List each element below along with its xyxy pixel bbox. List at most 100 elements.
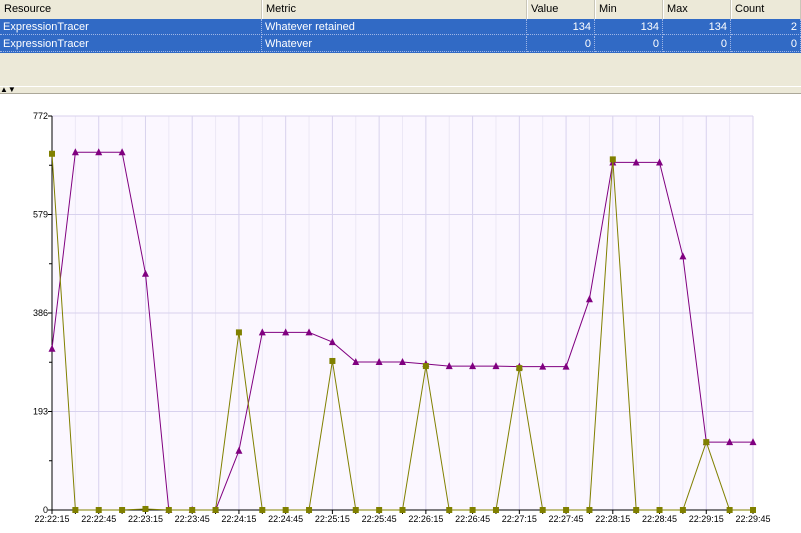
data-point-square [399,507,406,513]
y-tick-label: 193 [33,407,48,417]
splitter-arrows-icon[interactable]: ▲▼ [0,85,16,94]
x-tick-label: 22:24:45 [268,514,303,524]
panel-splitter[interactable] [0,86,801,94]
data-point-square [516,365,523,372]
data-point-square [165,507,172,513]
cell-value: 0 [527,36,595,52]
data-point-square [679,507,686,513]
data-point-triangle [749,438,757,446]
x-tick-label: 22:25:45 [362,514,397,524]
data-point-triangle [585,295,593,303]
metrics-line-chart: 772 579 386 193 022:22:15 22:22:45 22:23:15 22:… [33,111,771,524]
data-point-square [633,507,640,513]
table-row[interactable]: ExpressionTracer Whatever retained 134 1… [0,19,801,36]
data-point-triangle [562,362,570,370]
data-point-triangle [399,357,406,365]
x-tick-label: 22:25:15 [315,514,350,524]
data-point-triangle [305,328,313,336]
table-header: Resource Metric Value Min Max Count [0,0,801,20]
data-point-triangle [375,357,383,365]
data-point-triangle [118,148,126,156]
data-point-square [72,507,79,513]
data-point-square [656,507,663,513]
data-point-square [563,507,570,513]
cell-min: 0 [595,36,663,52]
data-point-square [306,507,313,513]
data-point-triangle [679,252,687,260]
data-point-triangle [282,328,290,336]
x-tick-label: 22:28:15 [595,514,630,524]
data-point-square [352,507,359,513]
data-point-triangle [656,158,664,166]
data-point-triangle [492,362,500,370]
data-point-triangle [352,357,360,365]
data-point-square [703,439,710,446]
column-header-max[interactable]: Max [663,0,732,19]
column-header-value[interactable]: Value [527,0,596,19]
data-point-triangle [258,328,266,336]
cell-metric: Whatever [262,36,527,52]
column-header-count[interactable]: Count [731,0,801,19]
data-point-square [609,156,616,163]
data-point-square [329,357,336,364]
data-point-square [376,507,383,513]
data-point-square [142,505,149,512]
data-point-square [726,507,733,513]
cell-metric: Whatever retained [262,19,527,35]
x-tick-label: 22:29:45 [735,514,770,524]
cell-max: 134 [663,19,731,35]
y-tick-label: 772 [33,111,48,121]
data-point-square [235,329,242,336]
data-point-square [446,507,453,513]
data-point-square [586,507,593,513]
column-header-min[interactable]: Min [595,0,664,19]
data-point-square [469,507,476,513]
data-point-triangle [235,446,243,454]
y-tick-label: 386 [33,308,48,318]
column-header-resource[interactable]: Resource [0,0,263,19]
data-point-triangle [632,158,640,166]
cell-value: 134 [527,19,595,35]
data-point-triangle [726,438,734,446]
x-tick-label: 22:28:45 [642,514,677,524]
x-tick-label: 22:26:45 [455,514,490,524]
x-tick-label: 22:26:15 [408,514,443,524]
data-point-square [49,150,55,157]
data-point-triangle [141,269,149,277]
x-tick-label: 22:23:15 [128,514,163,524]
data-point-triangle [328,338,336,346]
x-tick-label: 22:29:15 [689,514,724,524]
cell-resource: ExpressionTracer [0,19,262,35]
cell-max: 0 [663,36,731,52]
data-point-square [282,507,289,513]
y-tick-label: 579 [33,210,48,220]
data-point-triangle [445,362,453,370]
data-point-triangle [469,362,477,370]
x-tick-label: 22:23:45 [175,514,210,524]
x-tick-label: 22:27:15 [502,514,537,524]
x-tick-label: 22:27:45 [549,514,584,524]
data-point-square [259,507,266,513]
data-point-square [492,507,499,513]
x-tick-label: 22:22:15 [34,514,69,524]
data-point-square [539,507,546,513]
y-tick-label: 0 [43,505,48,515]
data-point-square [95,507,102,513]
x-tick-label: 22:22:45 [81,514,116,524]
cell-min: 134 [595,19,663,35]
data-point-square [189,507,196,513]
data-point-triangle [71,148,79,156]
cell-resource: ExpressionTracer [0,36,262,52]
data-point-triangle [48,344,56,352]
data-point-square [422,363,429,370]
metrics-table: Resource Metric Value Min Max Count Expr… [0,0,801,88]
cell-count: 0 [731,36,801,52]
data-point-square [212,507,219,513]
column-header-metric[interactable]: Metric [262,0,528,19]
cell-count: 2 [731,19,801,35]
data-point-square [119,507,126,513]
data-point-square [750,507,756,513]
x-tick-label: 22:24:15 [221,514,256,524]
table-row[interactable]: ExpressionTracer Whatever 0 0 0 0 [0,36,801,53]
table-empty-area [0,53,801,88]
